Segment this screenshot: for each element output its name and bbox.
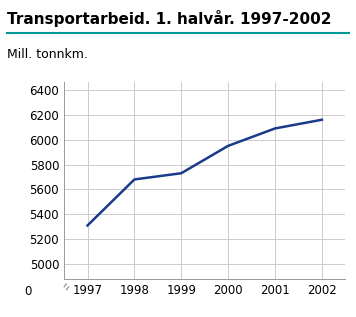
Text: Transportarbeid. 1. halvår. 1997-2002: Transportarbeid. 1. halvår. 1997-2002 (7, 10, 332, 27)
Text: Mill. tonnkm.: Mill. tonnkm. (7, 48, 88, 61)
Text: 0: 0 (24, 285, 32, 298)
